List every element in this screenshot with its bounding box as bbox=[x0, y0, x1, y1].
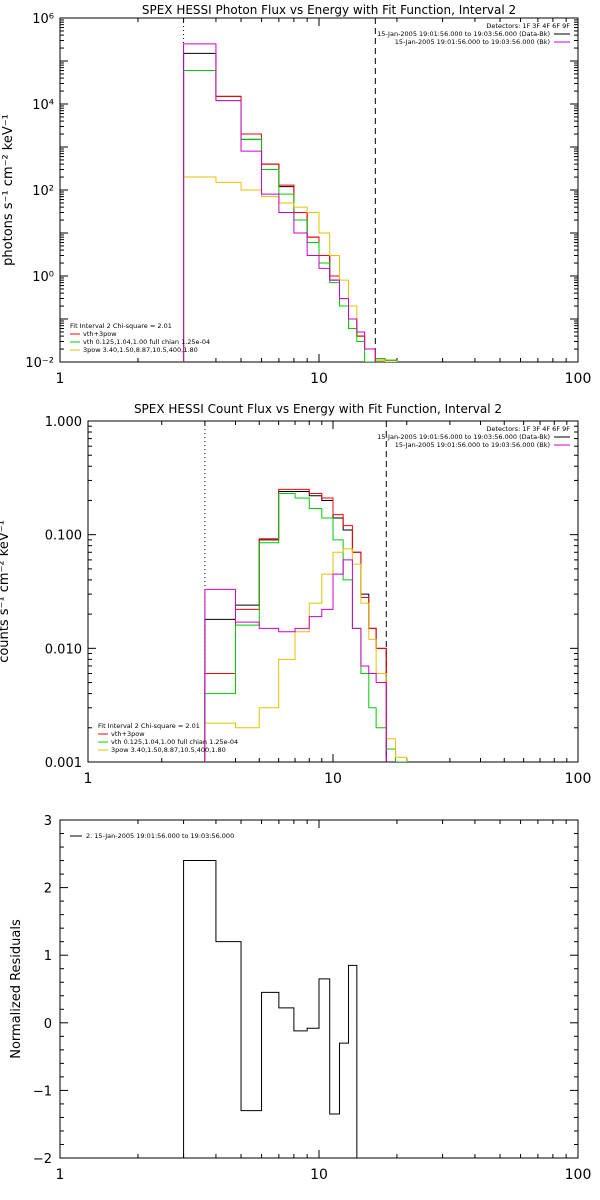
y-tick-label: 10² bbox=[32, 184, 54, 199]
chart-title: SPEX HESSI Count Flux vs Energy with Fit… bbox=[134, 402, 502, 416]
y-tick-label: 10⁰ bbox=[32, 270, 54, 285]
y-tick-label: 10⁻² bbox=[25, 356, 54, 371]
fit-info-text: Fit Interval 2 Chi-square = 2.01 bbox=[98, 722, 200, 730]
series-line-3 bbox=[204, 493, 407, 762]
x-tick-label: 1 bbox=[56, 1167, 65, 1183]
y-tick-label: 10⁶ bbox=[32, 12, 54, 27]
chart-panel-1: SPEX HESSI Photon Flux vs Energy with Fi… bbox=[1, 3, 591, 387]
legend-entry: 3pow 3.40,1.50,8.87,10.5,400,1.80 bbox=[83, 346, 198, 354]
y-tick-label: −2 bbox=[33, 1152, 52, 1167]
legend-entry: Detectors: 1F 3F 4F 6F 9F bbox=[486, 22, 570, 30]
y-tick-label: 10⁴ bbox=[32, 98, 54, 113]
x-tick-label: 100 bbox=[565, 371, 592, 387]
y-tick-label: −1 bbox=[33, 1084, 52, 1099]
legend-entry: vth+3pow bbox=[111, 730, 145, 738]
chart-panel-3: Normalized Residuals 1 10 100 −2 −1 0 1 2 3 2. 15-… bbox=[9, 814, 591, 1183]
plot-frame bbox=[59, 17, 579, 363]
y-tick-label: 0.001 bbox=[45, 756, 82, 771]
legend-entry: vth 0.125,1.04,1.00 full chian 1.25e-04 bbox=[83, 338, 210, 346]
y-axis-label: counts s⁻¹ cm⁻² keV⁻¹ bbox=[0, 520, 12, 663]
x-tick-label: 10 bbox=[310, 371, 328, 387]
series-line-1 bbox=[183, 860, 376, 1158]
series-line-5 bbox=[204, 559, 387, 762]
legend-entry: vth 0.125,1.04,1.00 full chian 1.25e-04 bbox=[111, 738, 238, 746]
y-tick-label: 3 bbox=[44, 814, 52, 829]
chart-panel-2: SPEX HESSI Count Flux vs Energy with Fit… bbox=[0, 402, 591, 787]
legend-entry: vth+3pow bbox=[83, 330, 117, 338]
y-tick-label: 2 bbox=[44, 882, 52, 897]
x-tick-label: 1 bbox=[84, 771, 93, 787]
legend-entry: 15-Jan-2005 19:01:56.000 to 19:03:56.000… bbox=[395, 38, 550, 46]
x-tick-label: 100 bbox=[565, 771, 592, 787]
series-line-2 bbox=[183, 70, 398, 362]
series-line-5 bbox=[183, 43, 376, 362]
series-line-4 bbox=[204, 548, 408, 762]
y-axis-label: Normalized Residuals bbox=[9, 919, 24, 1059]
legend-entry: 15-Jan-2005 19:01:56.000 to 19:03:56.000… bbox=[395, 441, 550, 449]
y-axis-label: photons s⁻¹ cm⁻² keV⁻¹ bbox=[1, 114, 16, 266]
y-tick-label: 0.100 bbox=[45, 529, 82, 544]
y-tick-label: 0 bbox=[44, 1017, 52, 1032]
legend-entry: 3pow 3.40,1.50,8.87,10.5,400,1.80 bbox=[111, 746, 226, 754]
legend-entry: 2. 15-Jan-2005 19:01:56.000 to 19:03:56.… bbox=[86, 832, 234, 840]
x-tick-label: 10 bbox=[324, 771, 342, 787]
legend-entry: Detectors: 1F 3F 4F 6F 9F bbox=[486, 425, 570, 433]
legend-entry: 15-Jan-2005 19:01:56.000 to 19:03:56.000… bbox=[377, 433, 550, 441]
series-line-1 bbox=[183, 52, 376, 362]
x-tick-label: 10 bbox=[310, 1167, 328, 1183]
y-tick-label: 1 bbox=[44, 949, 52, 964]
x-tick-label: 100 bbox=[565, 1167, 592, 1183]
x-tick-label: 1 bbox=[56, 371, 65, 387]
chart-title: SPEX HESSI Photon Flux vs Energy with Fi… bbox=[142, 3, 516, 17]
y-tick-label: 0.010 bbox=[45, 642, 82, 657]
legend-entry: 15-Jan-2005 19:01:56.000 to 19:03:56.000… bbox=[377, 30, 550, 38]
y-tick-label: 1.000 bbox=[45, 415, 82, 430]
series-line-1 bbox=[204, 490, 387, 762]
series-line-3 bbox=[183, 70, 398, 362]
fit-info-text: Fit Interval 2 Chi-square = 2.01 bbox=[70, 322, 172, 330]
